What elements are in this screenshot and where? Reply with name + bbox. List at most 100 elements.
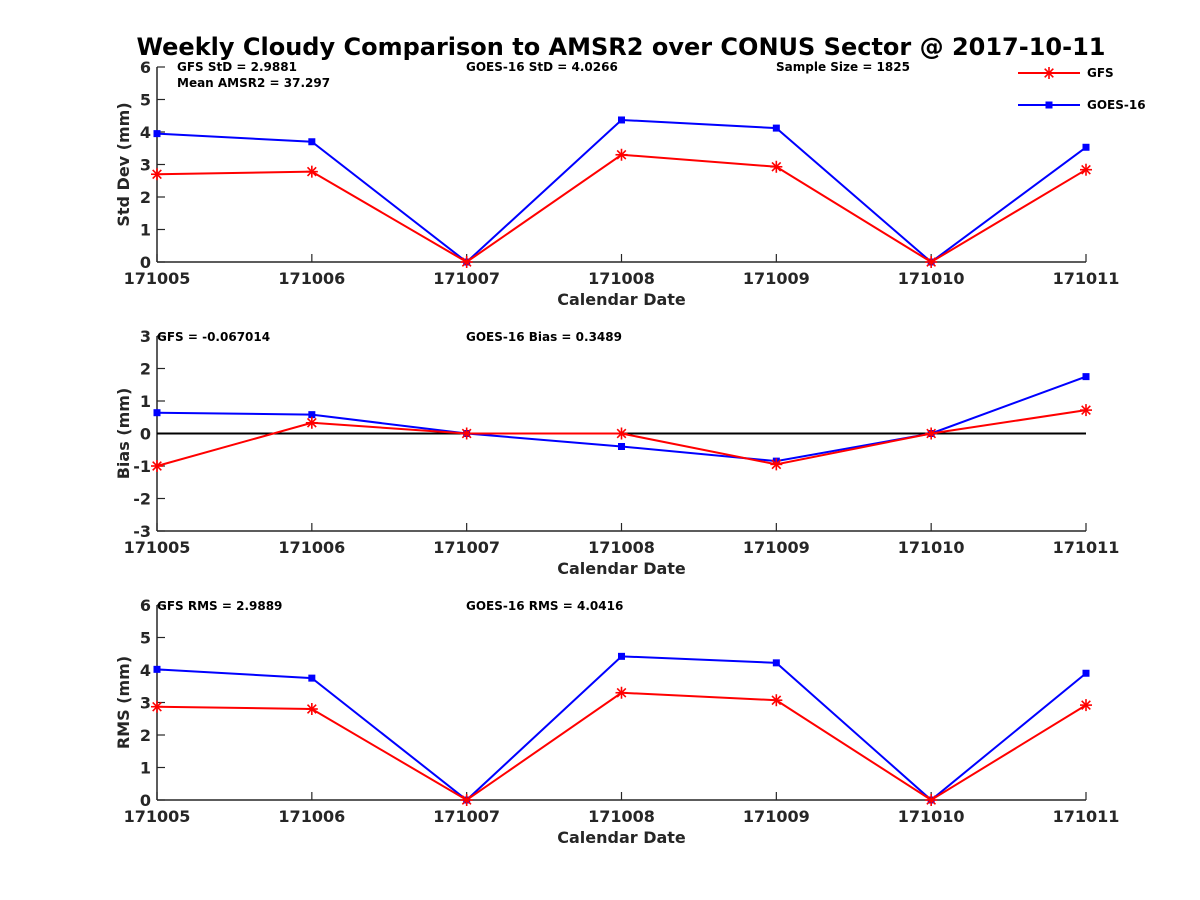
x-tick-label: 171009 bbox=[743, 807, 810, 826]
x-axis-label: Calendar Date bbox=[557, 290, 686, 309]
legend-label: GFS bbox=[1087, 66, 1114, 80]
goes-16-data-point bbox=[772, 124, 780, 132]
x-tick-label: 171011 bbox=[1053, 807, 1120, 826]
star-marker-stroke bbox=[306, 166, 317, 177]
legend: GFS GOES-16 bbox=[1018, 66, 1146, 112]
x-tick-label: 171008 bbox=[588, 807, 655, 826]
star-marker-stroke bbox=[1081, 700, 1091, 710]
y-tick-label: 0 bbox=[140, 791, 151, 810]
star-marker-stroke bbox=[1081, 164, 1091, 175]
y-tick-label: 6 bbox=[140, 596, 151, 615]
gfs-data-point bbox=[305, 416, 318, 429]
goes-16-series-line bbox=[156, 655, 1087, 802]
x-tick-label: 171006 bbox=[278, 807, 345, 826]
x-tick-label: 171009 bbox=[743, 538, 810, 557]
y-tick-label: 5 bbox=[140, 629, 151, 648]
gfs-data-point bbox=[615, 427, 628, 440]
x-tick-label: 171007 bbox=[433, 538, 500, 557]
annotation-text: Sample Size = 1825 bbox=[776, 60, 910, 74]
star-marker-stroke bbox=[1044, 68, 1054, 78]
x-tick-label: 171006 bbox=[278, 538, 345, 557]
y-tick-label: 3 bbox=[140, 156, 151, 175]
gfs-data-point bbox=[770, 160, 783, 173]
gfs-data-point bbox=[151, 700, 163, 713]
x-tick-label: 171011 bbox=[1053, 269, 1120, 288]
goes-16-data-point bbox=[618, 652, 625, 660]
star-marker-stroke bbox=[926, 795, 937, 805]
star-marker-stroke bbox=[461, 795, 472, 805]
y-tick-label: 1 bbox=[140, 759, 151, 778]
star-marker-stroke bbox=[616, 149, 627, 160]
y-tick-label: -1 bbox=[133, 457, 151, 476]
y-tick-label: 2 bbox=[140, 360, 151, 379]
y-tick-label: -3 bbox=[133, 522, 151, 541]
x-tick-label: 171005 bbox=[124, 269, 191, 288]
goes-16-data-point bbox=[772, 659, 780, 667]
y-tick-label: 3 bbox=[140, 694, 151, 713]
y-axis-label: Std Dev (mm) bbox=[114, 102, 133, 226]
x-tick-label: 171010 bbox=[898, 269, 965, 288]
y-tick-label: 0 bbox=[140, 253, 151, 272]
annotation-text: Mean AMSR2 = 37.297 bbox=[177, 76, 330, 90]
y-tick-label: 1 bbox=[140, 221, 151, 240]
goes-16-data-point bbox=[308, 674, 316, 682]
goes-16-data-point bbox=[308, 411, 316, 419]
x-tick-label: 171008 bbox=[588, 269, 655, 288]
legend-entry-gfs: GFS bbox=[1018, 66, 1114, 80]
panel-1: 0 1 2 3 4 5 6 171005 171006 171007 171008 171009 171… bbox=[114, 58, 1119, 309]
gfs-data-point bbox=[1080, 404, 1092, 417]
goes-16-data-point bbox=[1082, 143, 1090, 151]
x-tick-label: 171007 bbox=[433, 269, 500, 288]
y-tick-label: 5 bbox=[140, 91, 151, 110]
y-tick-label: 2 bbox=[140, 726, 151, 745]
gfs-data-point bbox=[460, 427, 473, 440]
x-tick-label: 171009 bbox=[743, 269, 810, 288]
gfs-data-point bbox=[1080, 699, 1092, 712]
star-marker-stroke bbox=[616, 687, 627, 698]
star-marker-stroke bbox=[152, 169, 162, 180]
gfs-data-point bbox=[770, 458, 783, 471]
panels: 0 1 2 3 4 5 6 171005 171006 171007 171008 171009 171… bbox=[114, 58, 1119, 847]
gfs-data-point bbox=[460, 256, 473, 268]
legend-marker bbox=[1045, 101, 1053, 109]
gfs-data-point bbox=[305, 703, 318, 715]
y-tick-label: 4 bbox=[140, 661, 151, 680]
star-marker-stroke bbox=[461, 257, 472, 267]
y-tick-label: 3 bbox=[140, 327, 151, 346]
star-marker-stroke bbox=[461, 428, 472, 439]
gfs-data-point bbox=[305, 165, 318, 178]
y-tick-label: 2 bbox=[140, 188, 151, 207]
star-marker-stroke bbox=[771, 161, 782, 172]
annotation-text: GOES-16 StD = 4.0266 bbox=[466, 60, 618, 74]
gfs-data-point bbox=[925, 794, 938, 806]
gfs-data-point bbox=[615, 148, 628, 161]
x-tick-label: 171008 bbox=[588, 538, 655, 557]
goes-16-series-line bbox=[156, 118, 1087, 264]
x-axis-label: Calendar Date bbox=[557, 559, 686, 578]
panel-2: -3 -2 -1 0 1 2 3 171005 171006 171007 171008 171009… bbox=[114, 327, 1119, 578]
star-marker-stroke bbox=[152, 701, 162, 712]
legend-label: GOES-16 bbox=[1087, 98, 1146, 112]
gfs-data-point bbox=[151, 460, 163, 472]
goes-16-data-point bbox=[308, 138, 316, 146]
y-tick-label: 6 bbox=[140, 58, 151, 77]
annotation-text: GFS = -0.067014 bbox=[157, 330, 270, 344]
goes-16-data-point bbox=[1082, 669, 1090, 677]
gfs-data-point bbox=[770, 694, 783, 707]
gfs-data-point bbox=[925, 256, 938, 268]
gfs-data-point bbox=[151, 168, 163, 181]
y-axis-label: RMS (mm) bbox=[114, 656, 133, 749]
goes-16-data-point bbox=[153, 665, 161, 673]
panel-3: 0 1 2 3 4 5 6 171005 171006 171007 171008 171009 171… bbox=[114, 596, 1119, 847]
star-marker-stroke bbox=[306, 704, 317, 714]
x-tick-label: 171005 bbox=[124, 807, 191, 826]
y-tick-label: 4 bbox=[140, 123, 151, 142]
x-tick-label: 171011 bbox=[1053, 538, 1120, 557]
x-tick-label: 171010 bbox=[898, 807, 965, 826]
y-tick-label: 0 bbox=[140, 425, 151, 444]
x-axis-label: Calendar Date bbox=[557, 828, 686, 847]
goes-16-data-point bbox=[618, 443, 625, 450]
gfs-data-point bbox=[925, 427, 938, 440]
x-tick-label: 171006 bbox=[278, 269, 345, 288]
